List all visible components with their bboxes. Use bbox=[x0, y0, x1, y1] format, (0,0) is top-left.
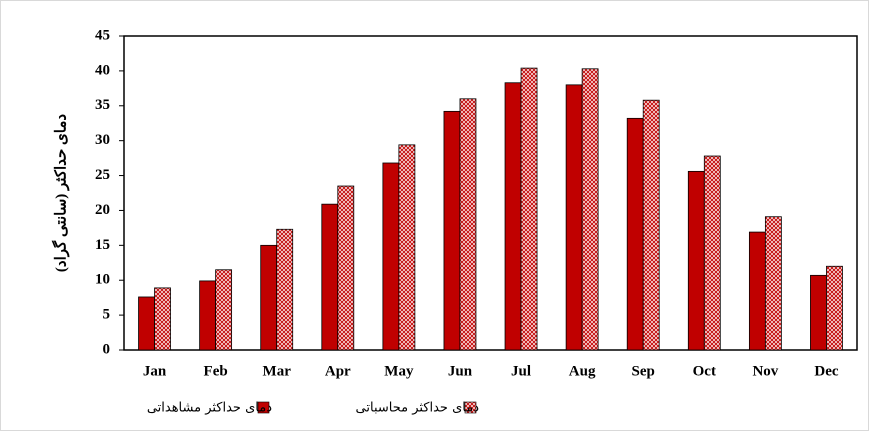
bar bbox=[703, 155, 721, 351]
y-tick-label: 25 bbox=[95, 167, 110, 183]
bar bbox=[764, 216, 782, 351]
y-axis-label: دمای حداکثر (سانتی گراد) bbox=[51, 114, 69, 272]
plot-area bbox=[123, 35, 858, 351]
bar bbox=[138, 296, 155, 351]
legend-label: دمای حداکثر مشاهداتی bbox=[147, 401, 272, 416]
bar bbox=[748, 231, 766, 351]
bar bbox=[215, 269, 233, 351]
bar bbox=[626, 117, 644, 351]
y-tick-label: 20 bbox=[95, 202, 110, 218]
bar bbox=[154, 287, 171, 351]
x-tick-label: Aug bbox=[569, 363, 596, 379]
x-tick-label: Nov bbox=[752, 363, 778, 379]
y-tick-label: 30 bbox=[95, 132, 110, 148]
x-tick-label: Jan bbox=[143, 363, 167, 379]
bar bbox=[565, 84, 583, 351]
bar bbox=[276, 228, 294, 351]
legend-swatch bbox=[257, 401, 270, 414]
y-tick-label: 10 bbox=[95, 272, 110, 288]
x-tick-label: Jul bbox=[511, 363, 531, 379]
x-tick-label: Feb bbox=[204, 363, 228, 379]
legend-label: دمای حداکثر محاسباتی bbox=[356, 401, 480, 416]
bar bbox=[504, 82, 522, 351]
bar bbox=[520, 67, 538, 351]
x-tick-label: May bbox=[384, 363, 414, 379]
x-tick-label: Oct bbox=[693, 363, 716, 379]
bar bbox=[459, 98, 477, 351]
x-tick-label: Mar bbox=[263, 363, 292, 379]
bar bbox=[642, 99, 660, 351]
x-tick-label: Dec bbox=[814, 363, 838, 379]
y-tick-label: 5 bbox=[103, 307, 111, 323]
x-tick-label: Sep bbox=[632, 363, 655, 379]
bar bbox=[826, 265, 843, 351]
x-tick-label: Jun bbox=[448, 363, 473, 379]
bar bbox=[443, 110, 461, 351]
bar bbox=[321, 203, 339, 351]
legend-swatch bbox=[464, 401, 477, 414]
bar bbox=[199, 280, 217, 351]
y-tick-label: 15 bbox=[95, 237, 110, 253]
y-tick-label: 0 bbox=[103, 341, 111, 357]
y-tick-label: 45 bbox=[95, 27, 110, 43]
bar bbox=[337, 185, 355, 351]
bar bbox=[398, 144, 416, 351]
bar bbox=[810, 274, 827, 351]
bar bbox=[382, 162, 400, 351]
y-tick-label: 40 bbox=[95, 62, 110, 78]
bar bbox=[581, 68, 599, 351]
bar bbox=[687, 170, 705, 351]
bar bbox=[260, 244, 278, 351]
x-tick-label: Apr bbox=[325, 363, 351, 379]
y-tick-label: 35 bbox=[95, 97, 110, 113]
